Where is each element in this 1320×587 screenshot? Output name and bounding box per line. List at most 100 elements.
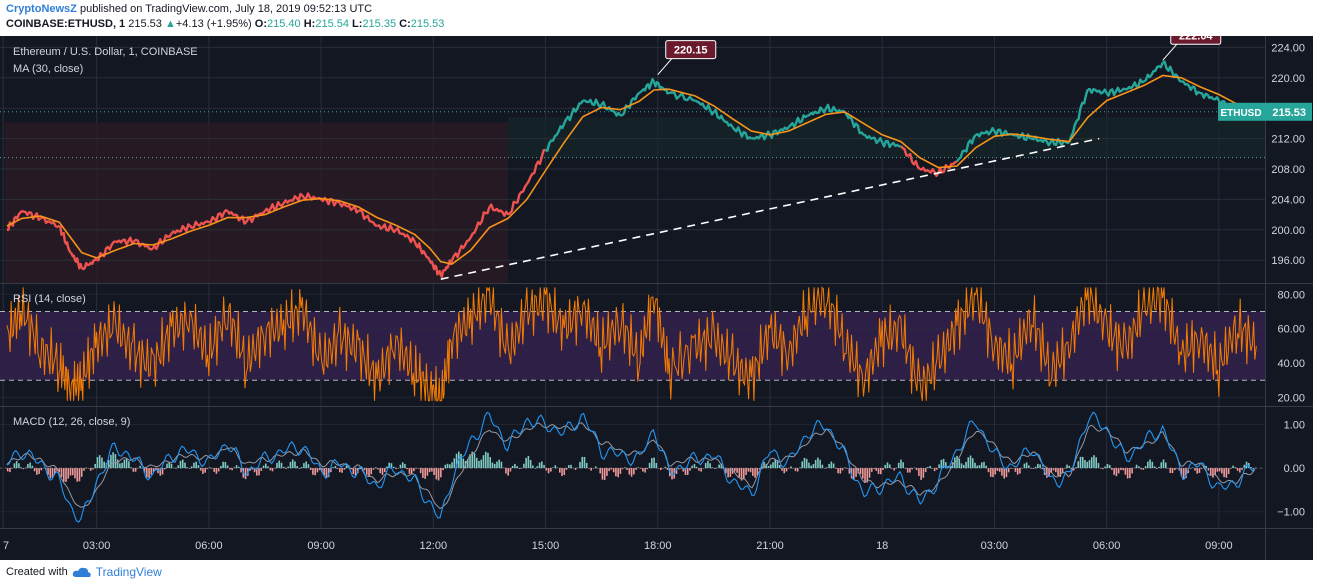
histogram-bar [574, 468, 577, 470]
histogram-bar [633, 468, 635, 475]
close-label: C: [399, 18, 411, 30]
tradingview-brand[interactable]: TradingView [95, 565, 162, 579]
histogram-bar [911, 468, 913, 470]
histogram-bar [13, 463, 16, 469]
histogram-bar [316, 468, 319, 473]
price-segment [264, 201, 285, 213]
histogram-bar [1050, 468, 1053, 473]
histogram-bar [177, 465, 180, 469]
histogram-bar [913, 467, 916, 469]
histogram-bar [6, 468, 9, 472]
histogram-bar [269, 468, 272, 471]
histogram-bar [621, 468, 624, 470]
histogram-bar [615, 468, 617, 477]
price-segment [507, 183, 528, 216]
histogram-bar [606, 468, 608, 476]
histogram-bar [29, 462, 31, 469]
histogram-bar [76, 468, 79, 482]
tradingview-cloud-icon [72, 567, 91, 577]
histogram-bar [781, 468, 783, 471]
histogram-bar [67, 468, 70, 479]
histogram-bar [128, 461, 130, 469]
histogram-bar [199, 468, 202, 471]
price-segment [21, 209, 42, 221]
histogram-bar [276, 462, 278, 469]
histogram-bar [231, 468, 233, 471]
histogram-bar [502, 467, 505, 469]
histogram-bar [132, 468, 135, 472]
histogram-bar [594, 466, 597, 469]
histogram-bar [397, 468, 399, 469]
histogram-bar [933, 468, 936, 472]
histogram-bar [159, 468, 162, 476]
price-segment [469, 206, 491, 238]
histogram-bar [179, 460, 182, 469]
histogram-bar [399, 464, 402, 469]
histogram-bar [1001, 468, 1003, 476]
histogram-bar [1120, 468, 1122, 471]
histogram-bar [603, 468, 606, 480]
histogram-bar [886, 462, 889, 469]
histogram-bar [1032, 468, 1035, 469]
callout-pointer [1162, 43, 1178, 61]
histogram-bar [498, 459, 500, 469]
histogram-bar [514, 463, 516, 469]
histogram-bar [49, 468, 52, 479]
price-tick-label: 208.00 [1271, 164, 1305, 176]
histogram-bar [543, 464, 545, 469]
time-tick-label: 21:00 [756, 540, 784, 552]
last-price: 215.53 [128, 18, 162, 30]
histogram-bar [1144, 466, 1147, 469]
histogram-bar [1108, 464, 1111, 469]
histogram-bar [1016, 468, 1019, 475]
support-trendline [440, 137, 1100, 280]
price-segment [545, 122, 566, 152]
price-segment [1125, 78, 1145, 91]
histogram-bar [1153, 466, 1156, 469]
histogram-bar [190, 466, 193, 469]
author-name[interactable]: CryptoNewsZ [6, 3, 77, 15]
close-value: 215.53 [410, 18, 445, 30]
histogram-bar [749, 468, 752, 473]
histogram-bar [1115, 468, 1118, 477]
histogram-bar [844, 467, 846, 469]
histogram-bar [855, 468, 857, 477]
histogram-bar [884, 464, 887, 469]
histogram-bar [866, 468, 869, 483]
histogram-bar [119, 463, 121, 469]
histogram-bar [1178, 468, 1181, 471]
price-segment [358, 209, 378, 228]
histogram-bar [487, 452, 489, 469]
histogram-bar [1059, 468, 1062, 477]
histogram-bar [130, 467, 132, 469]
trading-chart[interactable]: 224.00220.00216.00212.00208.00204.00200.… [0, 36, 1320, 562]
histogram-bar [1176, 468, 1178, 469]
callout-pointer [657, 58, 673, 75]
histogram-bar [166, 463, 168, 469]
histogram-bar [1185, 468, 1187, 479]
histogram-bar [689, 468, 691, 471]
histogram-bar [888, 464, 891, 469]
histogram-bar [139, 465, 141, 469]
histogram-bar [489, 457, 492, 469]
histogram-bar [909, 468, 911, 473]
price-segment [208, 209, 228, 224]
price-segment [1143, 62, 1164, 83]
histogram-bar [642, 468, 644, 472]
histogram-bar [208, 467, 211, 469]
histogram-bar [599, 468, 601, 474]
histogram-bar [1200, 468, 1203, 469]
histogram-bar [1077, 461, 1080, 469]
histogram-bar [617, 468, 619, 478]
histogram-bar [1147, 461, 1149, 469]
histogram-bar [343, 468, 346, 470]
histogram-bar [273, 467, 276, 469]
ma-line [6, 74, 1257, 265]
histogram-bar [1169, 468, 1172, 474]
histogram-bar [278, 460, 281, 469]
histogram-bar [873, 468, 875, 470]
histogram-bar [168, 461, 171, 469]
histogram-bar [1005, 468, 1008, 478]
histogram-bar [85, 467, 88, 469]
histogram-bar [752, 468, 754, 476]
